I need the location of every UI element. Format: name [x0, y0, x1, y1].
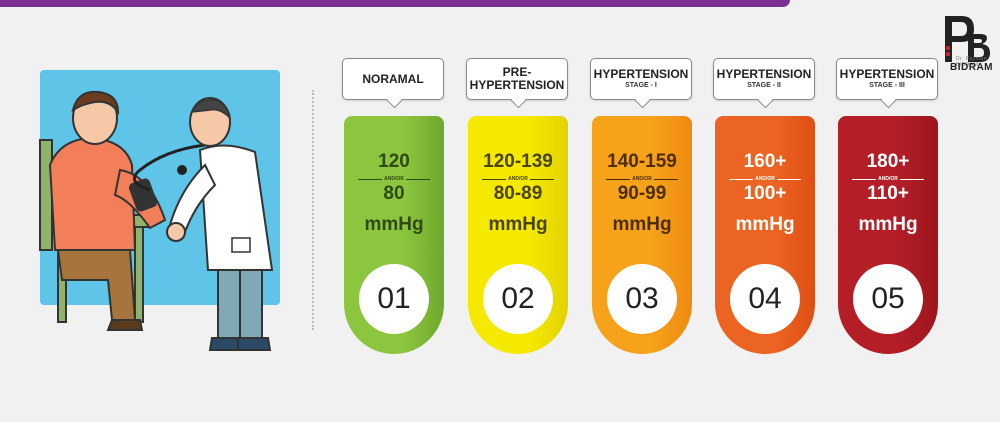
- unit-label: mmHg: [488, 214, 548, 235]
- brand-name: BIDRAM: [950, 62, 993, 73]
- stage-sublabel: STAGE - II: [747, 82, 781, 89]
- stage-card-02: PRE- HYPERTENSION 120-139 AND/OR 80-89 mmHg 0…: [466, 58, 570, 358]
- stage-number: 03: [607, 264, 677, 334]
- stage-card-01: NORAMAL 120 AND/OR 80 mmHg 01: [342, 58, 446, 358]
- diastolic-value: 90-99: [617, 183, 667, 204]
- stage-pill: 140-159 AND/OR 90-99 mmHg 03: [592, 116, 692, 354]
- stage-number: 01: [359, 264, 429, 334]
- stage-label: HYPERTENSION: [716, 67, 812, 81]
- dotted-divider: [312, 90, 314, 330]
- and-or-separator: AND/OR: [482, 176, 554, 182]
- stage-label: HYPERTENSION: [593, 67, 689, 81]
- stage-label: HYPERTENSION: [839, 67, 935, 81]
- stage-sublabel: STAGE - I: [625, 82, 657, 89]
- and-or-text: AND/OR: [632, 176, 652, 182]
- stage-pill: 180+ AND/OR 110+ mmHg 05: [838, 116, 938, 354]
- diastolic-value: 80: [383, 183, 405, 204]
- diastolic-value: 100+: [743, 183, 787, 204]
- stage-label-box: HYPERTENSION STAGE - III: [836, 58, 938, 100]
- unit-label: mmHg: [735, 214, 795, 235]
- top-accent-bar: [0, 0, 790, 7]
- unit-label: mmHg: [364, 214, 424, 235]
- systolic-value: 120: [378, 151, 410, 172]
- stage-pill: 120-139 AND/OR 80-89 mmHg 02: [468, 116, 568, 354]
- doctor-patient-illustration: [39, 70, 280, 351]
- and-or-separator: AND/OR: [606, 176, 678, 182]
- systolic-value: 120-139: [483, 151, 553, 172]
- and-or-separator: AND/OR: [729, 176, 801, 182]
- systolic-value: 160+: [743, 151, 787, 172]
- stage-pill: 120 AND/OR 80 mmHg 01: [344, 116, 444, 354]
- systolic-value: 180+: [866, 151, 910, 172]
- stage-label: PRE- HYPERTENSION: [469, 65, 565, 92]
- and-or-text: AND/OR: [508, 176, 528, 182]
- and-or-text: AND/OR: [878, 176, 898, 182]
- stage-sublabel: STAGE - III: [869, 82, 905, 89]
- unit-label: mmHg: [858, 214, 918, 235]
- stage-label: NORAMAL: [362, 71, 424, 86]
- stage-number: 05: [853, 264, 923, 334]
- stage-number: 04: [730, 264, 800, 334]
- unit-label: mmHg: [612, 214, 672, 235]
- diastolic-value: 110+: [867, 183, 909, 204]
- systolic-value: 140-159: [607, 151, 677, 172]
- stage-number: 02: [483, 264, 553, 334]
- and-or-separator: AND/OR: [852, 176, 924, 182]
- bidram-logo: [945, 16, 990, 62]
- brand-subtitle: Dr. Payman BIDRAM: [956, 56, 988, 68]
- and-or-separator: AND/OR: [358, 176, 430, 182]
- stage-label-box: NORAMAL: [342, 58, 444, 100]
- and-or-text: AND/OR: [384, 176, 404, 182]
- and-or-text: AND/OR: [755, 176, 775, 182]
- stage-label-box: HYPERTENSION STAGE - I: [590, 58, 692, 100]
- stage-label-box: HYPERTENSION STAGE - II: [713, 58, 815, 100]
- diastolic-value: 80-89: [493, 183, 543, 204]
- stage-pill: 160+ AND/OR 100+ mmHg 04: [715, 116, 815, 354]
- stage-card-03: HYPERTENSION STAGE - I 140-159 AND/OR 90-99 m…: [590, 58, 694, 358]
- stage-card-05: HYPERTENSION STAGE - III 180+ AND/OR 110+ mmH…: [836, 58, 940, 358]
- stage-label-box: PRE- HYPERTENSION: [466, 58, 568, 100]
- stage-card-04: HYPERTENSION STAGE - II 160+ AND/OR 100+ mmHg…: [713, 58, 817, 358]
